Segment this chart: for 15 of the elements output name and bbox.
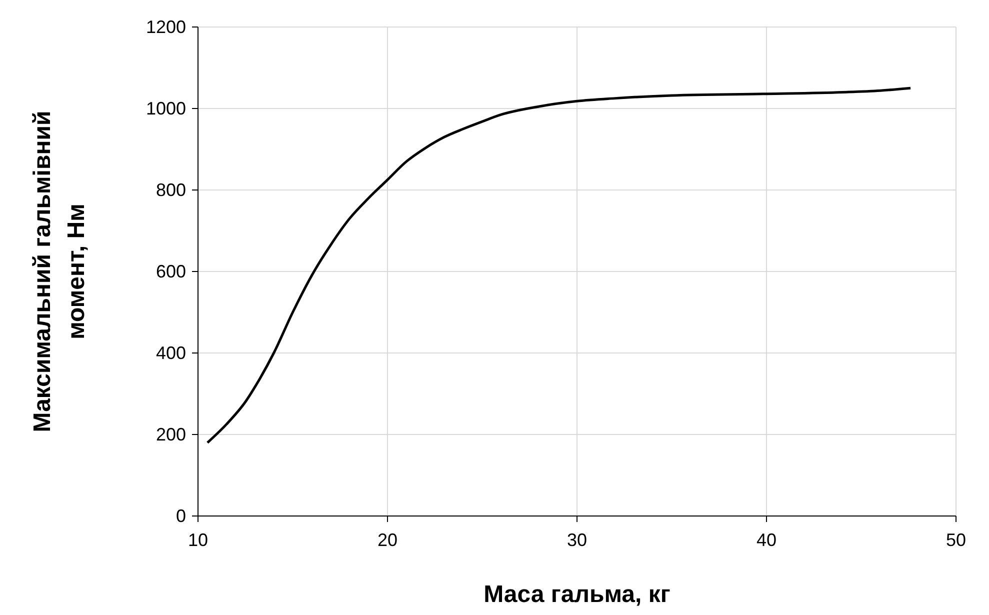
y-axis-title: Максимальний гальмівний момент, Нм bbox=[29, 110, 90, 432]
line-series bbox=[206, 86, 912, 444]
x-tick-label: 40 bbox=[756, 530, 777, 550]
y-tick-label: 800 bbox=[156, 180, 186, 200]
y-tick-label: 1200 bbox=[146, 17, 186, 37]
x-tick-label: 30 bbox=[566, 530, 588, 550]
y-tick-label: 0 bbox=[176, 506, 186, 526]
x-tick-label: 50 bbox=[946, 530, 966, 550]
x-axis-title: Маса гальма, кг bbox=[484, 581, 670, 608]
y-tick-label: 600 bbox=[156, 262, 186, 282]
x-tick-label: 10 bbox=[188, 530, 208, 550]
y-tick-label: 400 bbox=[156, 343, 186, 363]
y-tick-label: 1000 bbox=[146, 98, 186, 118]
x-tick-label: 20 bbox=[377, 530, 398, 550]
y-tick-label: 200 bbox=[156, 424, 186, 444]
